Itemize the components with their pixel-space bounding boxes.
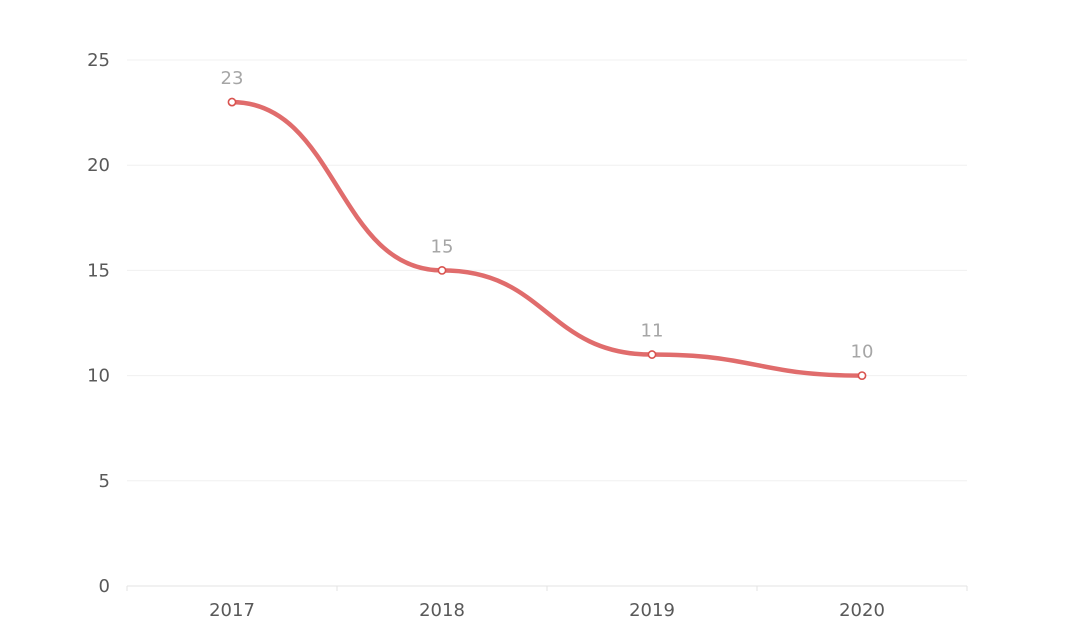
x-tick-label: 2019 (629, 600, 675, 621)
data-label: 15 (431, 236, 454, 257)
x-tick-label: 2020 (839, 600, 885, 621)
data-label: 23 (221, 68, 244, 89)
y-tick-label: 5 (99, 471, 110, 492)
data-point[interactable] (227, 97, 237, 107)
grid-layer (127, 59, 967, 482)
series-layer (227, 97, 867, 380)
data-point[interactable] (437, 265, 447, 275)
y-tick-label: 0 (99, 576, 110, 597)
y-tick-label: 15 (87, 260, 110, 281)
x-tick-label: 2018 (419, 600, 465, 621)
y-tick-label: 25 (87, 50, 110, 71)
data-point[interactable] (857, 371, 867, 380)
data-label: 10 (851, 342, 874, 363)
series-line (229, 99, 865, 378)
data-point[interactable] (647, 350, 657, 359)
x-tick-label: 2017 (209, 600, 255, 621)
label-layer: 23 15 11 10 (221, 68, 874, 363)
axis-layer: 0 5 10 15 20 25 2017 2018 2019 2020 (87, 50, 968, 621)
y-tick-label: 10 (87, 366, 110, 387)
data-label: 11 (641, 321, 664, 342)
y-tick-label: 20 (87, 155, 110, 176)
